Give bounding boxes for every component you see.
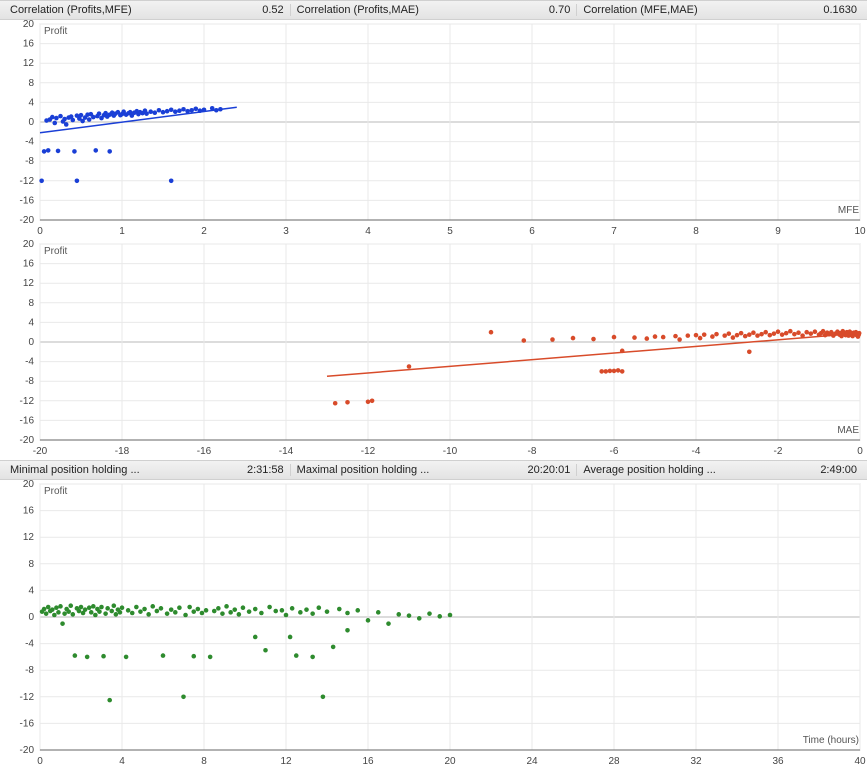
svg-text:5: 5: [447, 226, 453, 237]
chart-svg: -20-16-12-8-4048121620012345678910: [0, 20, 867, 240]
svg-text:16: 16: [23, 506, 35, 517]
svg-text:8: 8: [693, 226, 699, 237]
svg-text:0: 0: [28, 337, 34, 348]
svg-text:-18: -18: [115, 446, 130, 457]
svg-text:8: 8: [28, 559, 34, 570]
svg-text:4: 4: [28, 585, 34, 596]
stat-label: Maximal position holding ...: [297, 464, 430, 476]
stat-value: 20:20:01: [528, 464, 571, 476]
svg-text:-8: -8: [25, 665, 34, 676]
y-axis-label: Profit: [44, 486, 67, 497]
svg-text:-2: -2: [774, 446, 783, 457]
svg-text:16: 16: [23, 39, 35, 50]
stat-label: Minimal position holding ...: [10, 464, 140, 476]
svg-text:20: 20: [23, 480, 35, 490]
svg-text:0: 0: [37, 756, 43, 767]
svg-text:0: 0: [857, 446, 863, 457]
svg-text:40: 40: [854, 756, 866, 767]
svg-text:-8: -8: [25, 376, 34, 387]
svg-text:24: 24: [526, 756, 538, 767]
svg-text:-8: -8: [25, 156, 34, 167]
stat-label: Correlation (MFE,MAE): [583, 4, 697, 16]
stat-value: 2:49:00: [820, 464, 857, 476]
svg-text:-6: -6: [610, 446, 619, 457]
chart-svg: -20 -16 -12 -8 -4 0 4 8 12 16 20 0 4 8 12 16 20 24 28 32 36 4…: [0, 480, 867, 770]
x-axis-label: MFE: [838, 205, 859, 216]
svg-text:-8: -8: [528, 446, 537, 457]
chart-profit-mae: Profit MAE -20-16-12-8-4048121620-20-18-…: [0, 240, 867, 460]
svg-text:3: 3: [283, 226, 289, 237]
svg-text:16: 16: [23, 259, 35, 270]
chart-profit-mfe: Profit MFE -20-16-12-8-40481216200123456…: [0, 20, 867, 240]
svg-text:-20: -20: [20, 215, 35, 226]
svg-text:-16: -16: [20, 718, 35, 729]
svg-text:12: 12: [23, 58, 35, 69]
svg-text:-16: -16: [20, 415, 35, 426]
y-axis-label: Profit: [44, 26, 67, 37]
svg-text:-20: -20: [33, 446, 48, 457]
svg-text:-12: -12: [20, 692, 35, 703]
stat-cell: Correlation (Profits,MAE) 0.70: [290, 4, 577, 16]
stat-value: 0.52: [262, 4, 283, 16]
svg-text:12: 12: [280, 756, 292, 767]
svg-text:28: 28: [608, 756, 620, 767]
svg-text:-20: -20: [20, 745, 35, 756]
svg-text:0: 0: [28, 612, 34, 623]
svg-text:-12: -12: [20, 176, 35, 187]
svg-text:20: 20: [23, 240, 35, 250]
svg-text:1: 1: [119, 226, 125, 237]
stats-header-correlations: Correlation (Profits,MFE) 0.52 Correlati…: [0, 0, 867, 20]
svg-text:-12: -12: [361, 446, 376, 457]
svg-text:-4: -4: [692, 446, 701, 457]
chart-svg: -20-16-12-8-4048121620-20-18-16-14-12-10…: [0, 240, 867, 460]
svg-text:6: 6: [529, 226, 535, 237]
svg-text:-12: -12: [20, 396, 35, 407]
stat-label: Average position holding ...: [583, 464, 716, 476]
svg-text:-4: -4: [25, 357, 34, 368]
svg-text:8: 8: [28, 78, 34, 89]
svg-text:4: 4: [28, 97, 34, 108]
svg-text:4: 4: [365, 226, 371, 237]
svg-text:0: 0: [37, 226, 43, 237]
x-axis-label: MAE: [837, 425, 859, 436]
stat-label: Correlation (Profits,MFE): [10, 4, 132, 16]
stat-cell: Correlation (Profits,MFE) 0.52: [4, 4, 290, 16]
svg-text:4: 4: [119, 756, 125, 767]
stat-value: 2:31:58: [247, 464, 284, 476]
svg-text:20: 20: [23, 20, 35, 30]
svg-text:8: 8: [28, 298, 34, 309]
stat-label: Correlation (Profits,MAE): [297, 4, 419, 16]
stat-cell: Correlation (MFE,MAE) 0.1630: [576, 4, 863, 16]
svg-text:8: 8: [201, 756, 207, 767]
svg-text:10: 10: [854, 226, 866, 237]
svg-text:9: 9: [775, 226, 781, 237]
stat-cell: Maximal position holding ... 20:20:01: [290, 464, 577, 476]
stat-cell: Minimal position holding ... 2:31:58: [4, 464, 290, 476]
stat-value: 0.70: [549, 4, 570, 16]
stat-value: 0.1630: [823, 4, 857, 16]
svg-text:-4: -4: [25, 137, 34, 148]
chart-profit-time: Profit Time (hours) -20 -16 -12 -8 -4 0 4 8 12 16…: [0, 480, 867, 770]
svg-text:-14: -14: [279, 446, 294, 457]
svg-text:16: 16: [362, 756, 374, 767]
svg-text:20: 20: [444, 756, 456, 767]
x-axis-label: Time (hours): [803, 735, 859, 746]
svg-text:12: 12: [23, 278, 35, 289]
svg-text:32: 32: [690, 756, 702, 767]
svg-text:-16: -16: [20, 195, 35, 206]
svg-text:36: 36: [772, 756, 784, 767]
svg-text:7: 7: [611, 226, 617, 237]
svg-text:-4: -4: [25, 639, 34, 650]
stats-header-holding: Minimal position holding ... 2:31:58 Max…: [0, 460, 867, 480]
y-axis-label: Profit: [44, 246, 67, 257]
svg-text:12: 12: [23, 532, 35, 543]
svg-text:-10: -10: [443, 446, 458, 457]
svg-text:4: 4: [28, 317, 34, 328]
svg-text:-20: -20: [20, 435, 35, 446]
svg-text:2: 2: [201, 226, 207, 237]
svg-text:-16: -16: [197, 446, 212, 457]
svg-text:0: 0: [28, 117, 34, 128]
stat-cell: Average position holding ... 2:49:00: [576, 464, 863, 476]
